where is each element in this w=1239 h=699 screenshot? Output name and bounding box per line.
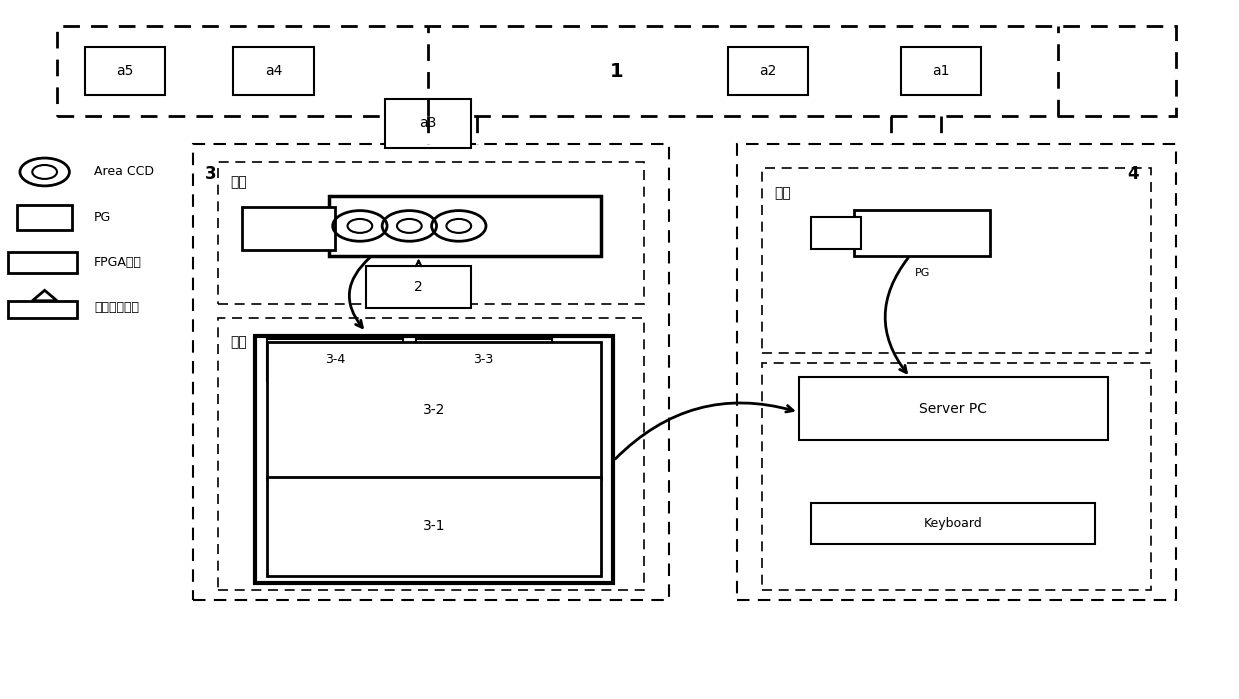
Text: 3-2: 3-2: [422, 403, 445, 417]
FancyBboxPatch shape: [727, 47, 808, 95]
Text: 载台: 载台: [230, 175, 247, 189]
Text: PG: PG: [914, 268, 930, 278]
FancyBboxPatch shape: [812, 503, 1095, 545]
FancyBboxPatch shape: [243, 207, 336, 250]
FancyArrowPatch shape: [349, 257, 370, 328]
Text: PG: PG: [94, 210, 112, 224]
FancyBboxPatch shape: [812, 217, 861, 249]
Text: 自动三援设备: 自动三援设备: [94, 301, 139, 315]
FancyBboxPatch shape: [268, 342, 601, 479]
FancyBboxPatch shape: [901, 47, 981, 95]
Text: a2: a2: [760, 64, 777, 78]
FancyBboxPatch shape: [84, 47, 165, 95]
FancyBboxPatch shape: [268, 339, 403, 381]
FancyArrowPatch shape: [885, 258, 908, 373]
Text: 3-4: 3-4: [325, 354, 346, 366]
Text: a4: a4: [265, 64, 282, 78]
FancyBboxPatch shape: [17, 205, 72, 230]
FancyBboxPatch shape: [384, 99, 471, 147]
Text: 3-3: 3-3: [473, 354, 493, 366]
Text: 2: 2: [414, 280, 422, 294]
Text: 软件: 软件: [230, 336, 247, 350]
FancyBboxPatch shape: [268, 477, 601, 576]
Text: a5: a5: [116, 64, 134, 78]
Text: a3: a3: [419, 116, 436, 130]
FancyBboxPatch shape: [7, 301, 77, 318]
FancyBboxPatch shape: [255, 336, 613, 583]
Text: Server PC: Server PC: [919, 402, 987, 416]
Text: 4: 4: [1127, 165, 1139, 183]
Text: 3-1: 3-1: [422, 519, 445, 533]
FancyBboxPatch shape: [7, 252, 77, 273]
Text: a1: a1: [932, 64, 949, 78]
FancyArrowPatch shape: [616, 403, 793, 459]
FancyBboxPatch shape: [366, 266, 471, 308]
Text: FPGA平台: FPGA平台: [94, 256, 142, 269]
Text: 1: 1: [610, 62, 623, 80]
FancyBboxPatch shape: [855, 210, 990, 256]
FancyBboxPatch shape: [799, 377, 1108, 440]
Text: Area CCD: Area CCD: [94, 166, 154, 178]
FancyBboxPatch shape: [330, 196, 601, 256]
Text: 3: 3: [206, 165, 217, 183]
Text: Keyboard: Keyboard: [924, 517, 983, 530]
FancyBboxPatch shape: [233, 47, 313, 95]
Text: 载台: 载台: [774, 186, 790, 200]
Polygon shape: [32, 290, 57, 301]
FancyBboxPatch shape: [415, 339, 551, 381]
